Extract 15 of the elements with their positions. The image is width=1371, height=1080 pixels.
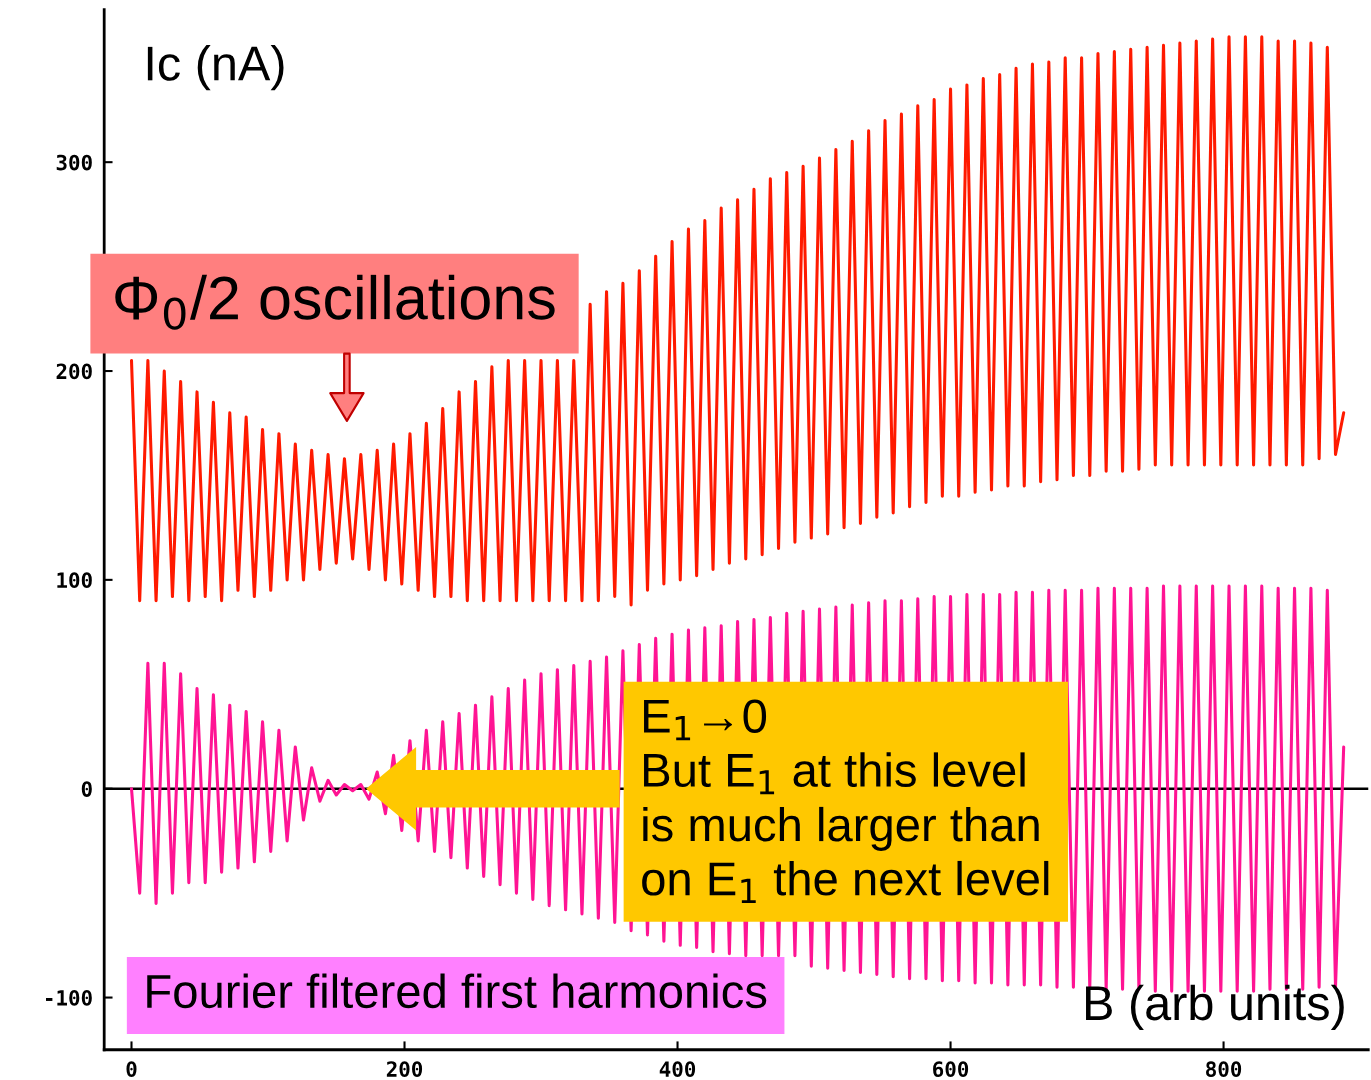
text: E$_{1}$→0 But E$_{1}$ at this level is much larger than on E$_{1}$ the next level [642, 699, 1049, 903]
y-tick-label: 200 [56, 363, 92, 380]
x-tick-label: 400 [659, 1061, 696, 1077]
x-tick-label: 800 [1206, 1061, 1242, 1077]
annotation: Fourier filtered first harmonics [147, 973, 767, 1009]
y-tick-label: 100 [57, 572, 92, 589]
y-tick-label: 0 [81, 781, 92, 797]
x-tick-label: 600 [933, 1061, 969, 1078]
x-axis-title: B (arb units) [1086, 984, 1344, 1030]
y-axis-title: Ic (nA) [147, 45, 284, 91]
x-tick-label: 200 [386, 1061, 423, 1077]
y-tick-label: -100 [45, 990, 92, 1006]
x-tick-label: 0 [126, 1061, 137, 1077]
annotation: Φ$_{0}$/2 oscillations [115, 274, 555, 330]
y-tick-label: 300 [56, 154, 92, 171]
